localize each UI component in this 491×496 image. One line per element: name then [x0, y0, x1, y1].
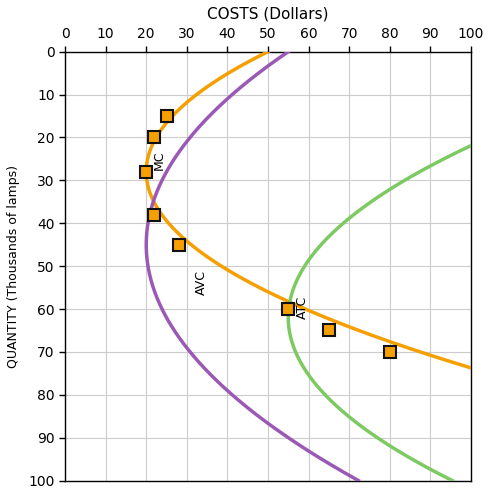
Text: AVC: AVC [195, 270, 208, 296]
Text: MC: MC [152, 150, 165, 170]
X-axis label: COSTS (Dollars): COSTS (Dollars) [207, 7, 328, 22]
Y-axis label: QUANTITY (Thousands of lamps): QUANTITY (Thousands of lamps) [7, 165, 20, 368]
Text: ATC: ATC [297, 296, 309, 319]
